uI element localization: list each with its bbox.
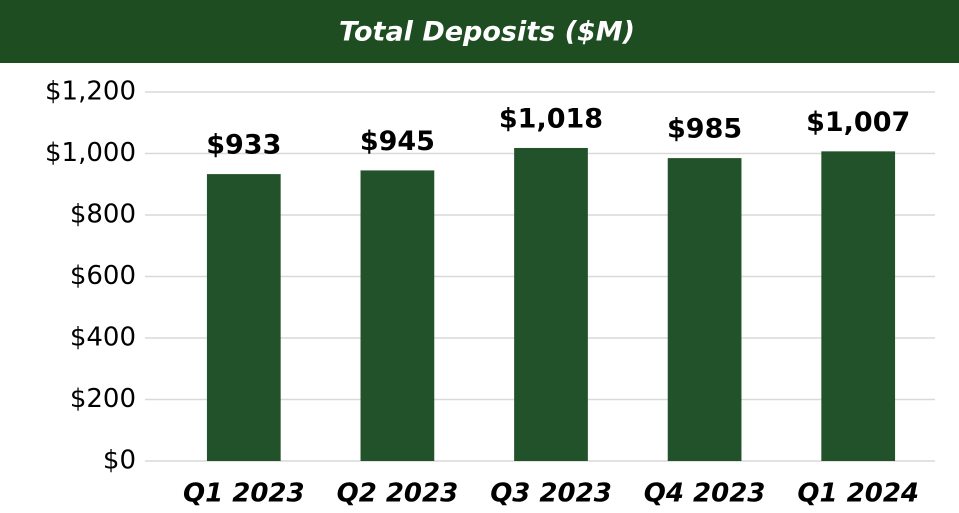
chart-title: Total Deposits ($M) (339, 17, 635, 48)
value-label: $1,007 (806, 107, 910, 138)
value-label: $1,018 (499, 103, 603, 134)
bar (206, 174, 281, 462)
bar (821, 151, 896, 461)
y-tick-label: $1,200 (45, 77, 136, 107)
x-tick-label: Q3 2023 (490, 479, 612, 509)
y-tick-label: $600 (70, 261, 136, 291)
bar (360, 170, 435, 461)
y-tick-label: $200 (70, 384, 136, 414)
title-banner (0, 0, 959, 63)
value-label: $945 (360, 126, 435, 157)
x-tick-label: Q4 2023 (644, 479, 766, 509)
value-label: $985 (667, 114, 742, 145)
value-label: $933 (206, 130, 281, 161)
y-tick-label: $0 (103, 446, 136, 476)
bar (667, 158, 742, 462)
y-tick-label: $400 (70, 323, 136, 353)
x-tick-label: Q2 2023 (337, 479, 459, 509)
y-tick-label: $1,000 (45, 138, 136, 168)
x-tick-label: Q1 2023 (183, 479, 305, 509)
bar (514, 147, 588, 461)
y-tick-label: $800 (70, 200, 136, 230)
x-tick-label: Q1 2024 (797, 479, 919, 509)
